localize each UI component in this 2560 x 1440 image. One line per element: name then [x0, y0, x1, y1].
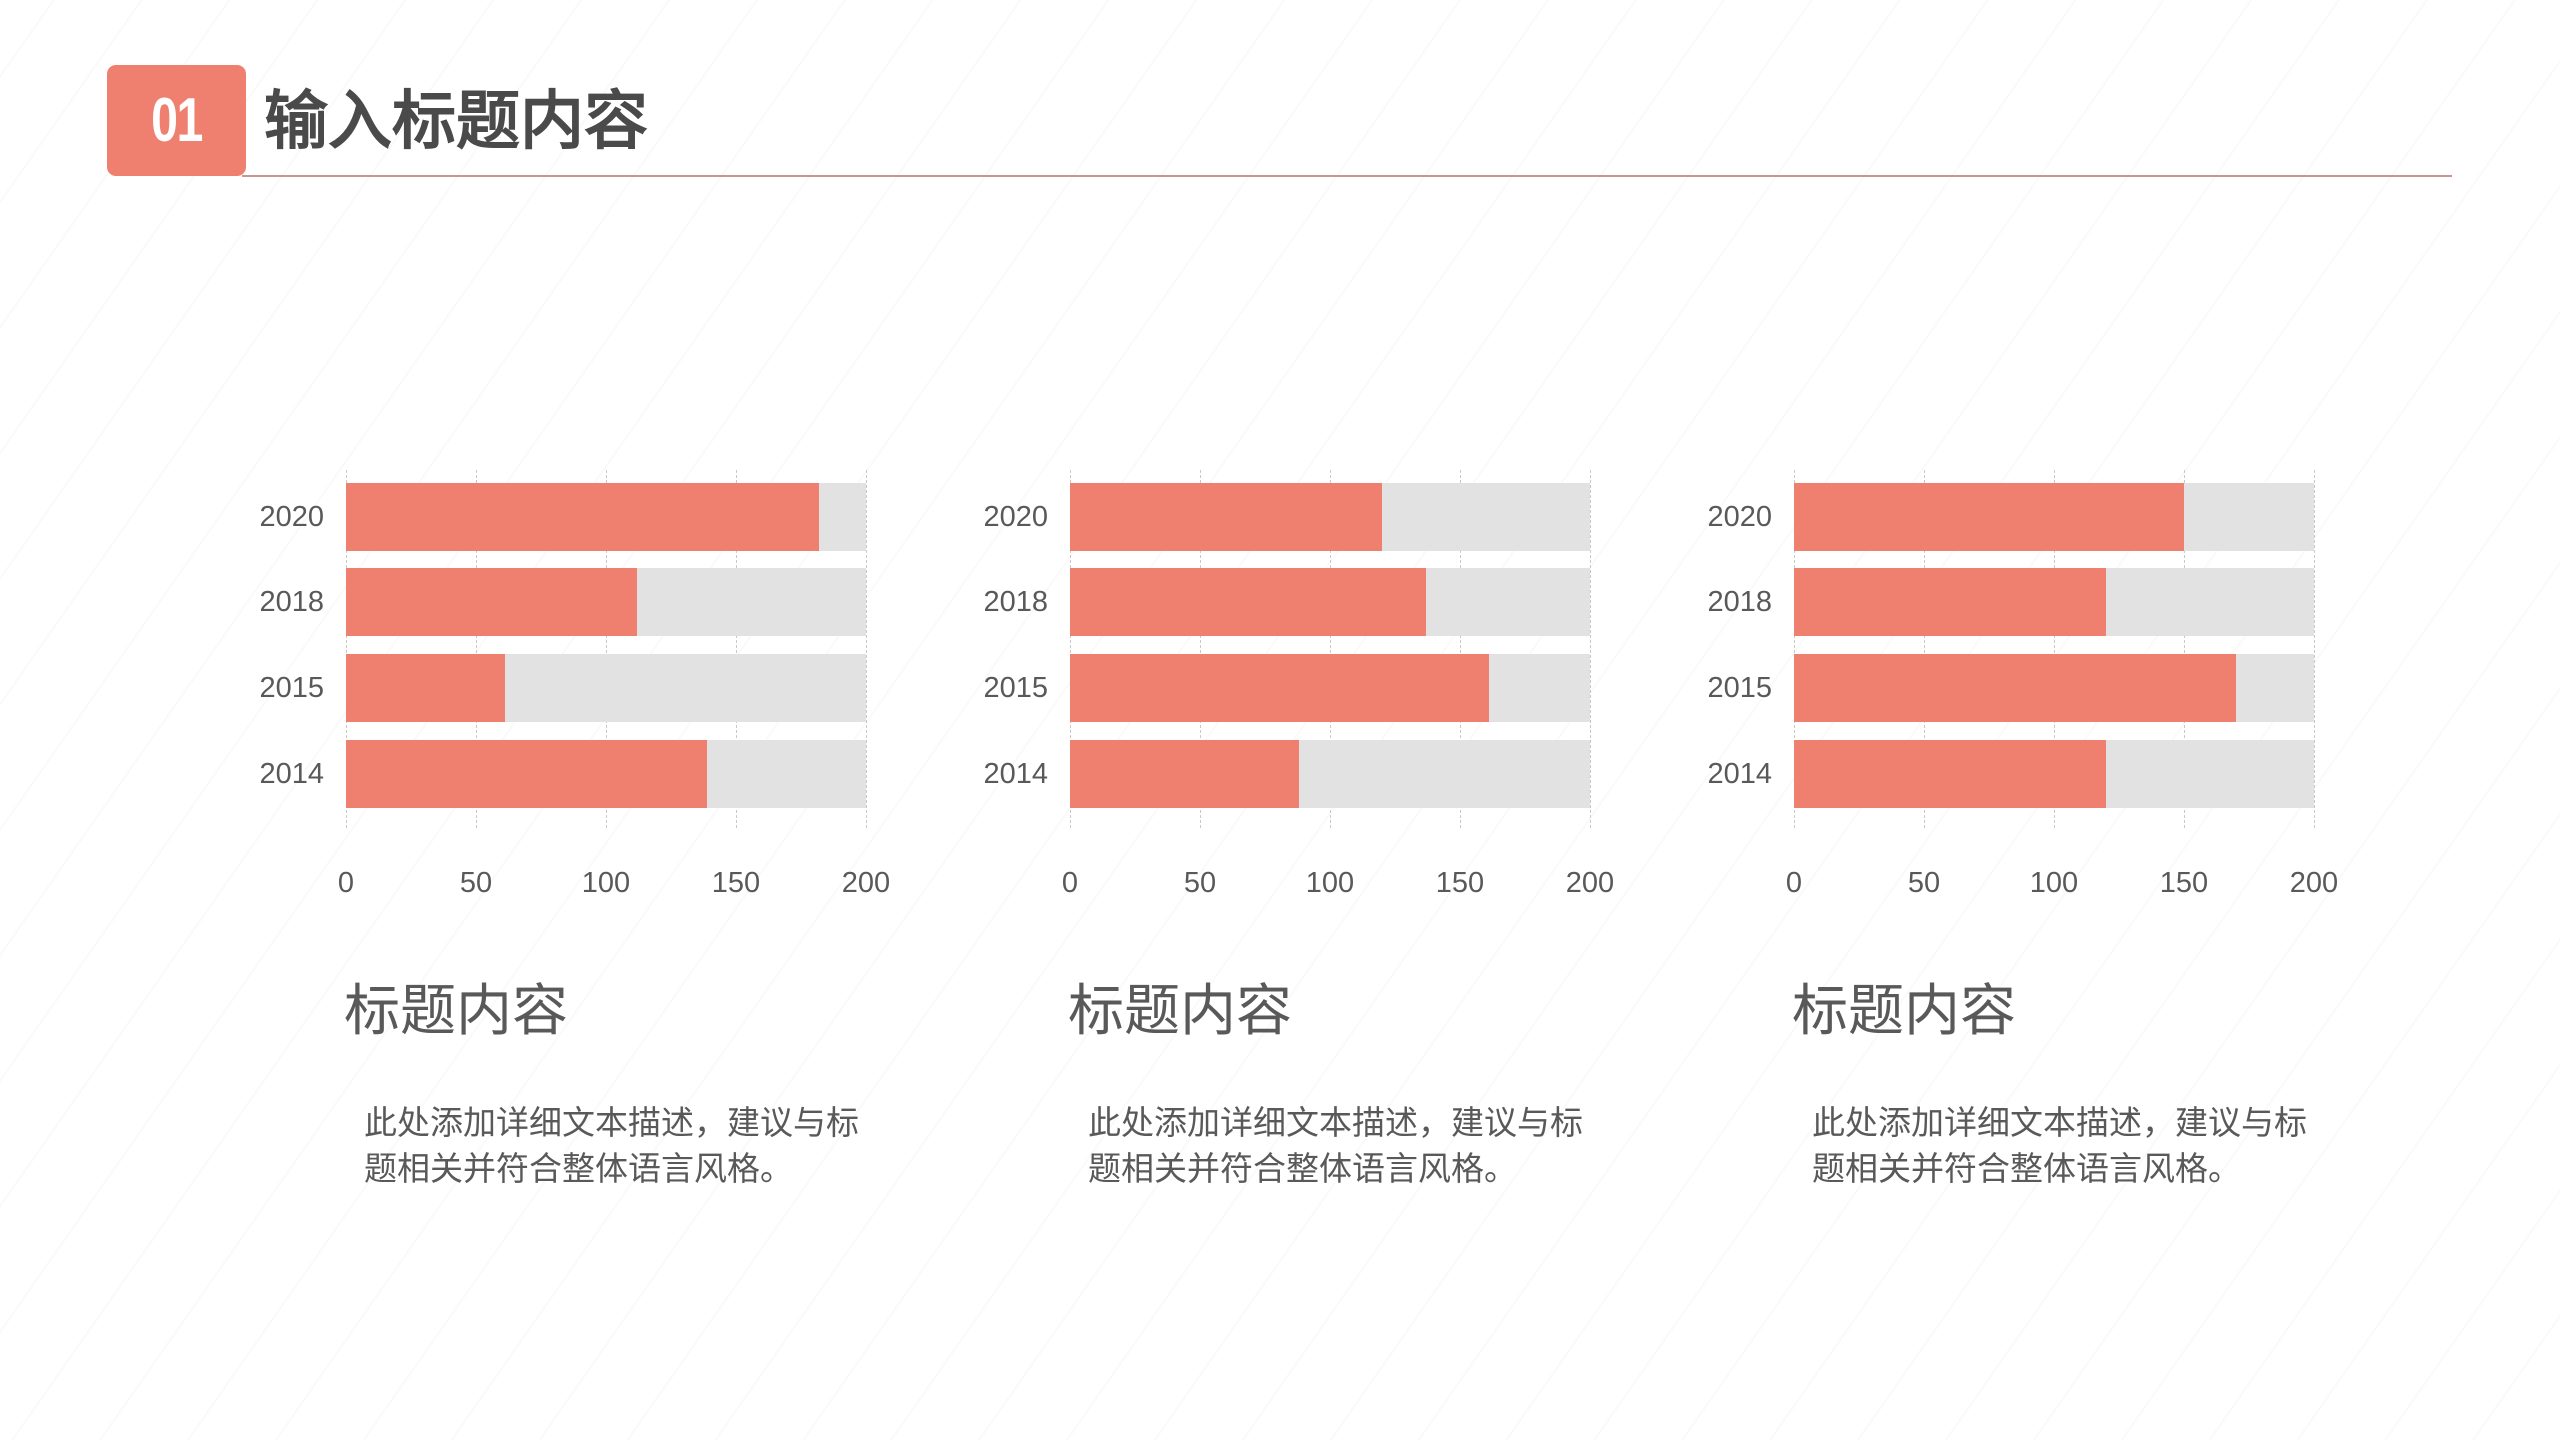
category-label: 2014	[259, 758, 324, 790]
bar-track	[1794, 654, 2314, 722]
bar-2015[interactable]	[1794, 654, 2236, 722]
gridline	[1794, 470, 1795, 828]
x-tick-label: 150	[711, 867, 761, 899]
bar-2014[interactable]	[1794, 740, 2106, 808]
x-tick-label: 100	[2029, 867, 2079, 899]
x-tick-label: 100	[581, 867, 631, 899]
x-tick-label: 0	[1785, 867, 1803, 899]
page-title: 输入标题内容	[264, 85, 648, 157]
gridline	[1200, 470, 1201, 828]
category-label: 2014	[1707, 758, 1772, 790]
x-tick-label: 50	[459, 867, 493, 899]
gridline	[606, 470, 607, 828]
bar-2018[interactable]	[1794, 568, 2106, 636]
category-label: 2015	[983, 672, 1048, 704]
category-label: 2018	[983, 586, 1048, 618]
x-tick-label: 200	[2289, 867, 2339, 899]
x-tick-label: 0	[1061, 867, 1079, 899]
bar-track	[1794, 483, 2314, 551]
header-divider	[242, 175, 2452, 177]
x-tick-label: 150	[2159, 867, 2209, 899]
gridline	[1070, 470, 1071, 828]
bar-track	[346, 654, 866, 722]
block-title: 标题内容	[344, 979, 568, 1042]
gridline	[1460, 470, 1461, 828]
x-tick-label: 50	[1907, 867, 1941, 899]
category-label: 2015	[259, 672, 324, 704]
bar-track	[1794, 568, 2314, 636]
bar-track	[346, 740, 866, 808]
bar-track	[346, 483, 866, 551]
bar-2020[interactable]	[346, 483, 820, 551]
bar-track	[1070, 740, 1590, 808]
gridline	[476, 470, 477, 828]
category-label: 2015	[1707, 672, 1772, 704]
gridline	[736, 470, 737, 828]
gridline	[346, 470, 347, 828]
block-description: 此处添加详细文本描述，建议与标题相关并符合整体语言风格。	[1812, 1104, 2307, 1187]
block-title: 标题内容	[1792, 979, 2016, 1042]
gridline	[2054, 470, 2055, 828]
section-number-badge: 01	[107, 65, 246, 176]
block-description: 此处添加详细文本描述，建议与标题相关并符合整体语言风格。	[1088, 1104, 1583, 1187]
bar-track	[1070, 568, 1590, 636]
gridline	[866, 470, 867, 828]
x-tick-label: 100	[1305, 867, 1355, 899]
bar-2014[interactable]	[346, 740, 708, 808]
block-description: 此处添加详细文本描述，建议与标题相关并符合整体语言风格。	[364, 1104, 859, 1187]
x-tick-label: 0	[337, 867, 355, 899]
category-label: 2018	[259, 586, 324, 618]
x-tick-label: 200	[1565, 867, 1615, 899]
gridline	[1924, 470, 1925, 828]
section-number: 01	[151, 86, 203, 155]
bar-2015[interactable]	[346, 654, 505, 722]
category-label: 2020	[983, 501, 1048, 533]
bar-2018[interactable]	[346, 568, 638, 636]
block-title: 标题内容	[1068, 979, 1292, 1042]
bar-2020[interactable]	[1070, 483, 1382, 551]
category-label: 2020	[259, 501, 324, 533]
x-tick-label: 50	[1183, 867, 1217, 899]
x-tick-label: 150	[1435, 867, 1485, 899]
bar-2020[interactable]	[1794, 483, 2184, 551]
category-label: 2018	[1707, 586, 1772, 618]
bar-2014[interactable]	[1070, 740, 1299, 808]
gridline	[1330, 470, 1331, 828]
category-label: 2020	[1707, 501, 1772, 533]
gridline	[1590, 470, 1591, 828]
gridline	[2184, 470, 2185, 828]
bar-track	[1794, 740, 2314, 808]
category-label: 2014	[983, 758, 1048, 790]
bar-track	[1070, 483, 1590, 551]
bar-2015[interactable]	[1070, 654, 1489, 722]
bar-2018[interactable]	[1070, 568, 1427, 636]
x-tick-label: 200	[841, 867, 891, 899]
bar-track	[346, 568, 866, 636]
bar-track	[1070, 654, 1590, 722]
gridline	[2314, 470, 2315, 828]
